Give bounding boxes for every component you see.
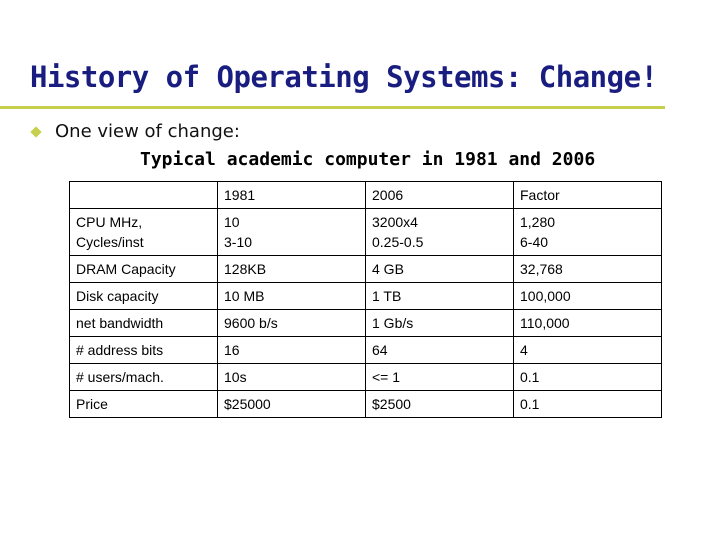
cell-factor: 100,000 xyxy=(513,282,662,310)
cell-text: 1 TB xyxy=(372,288,402,304)
row-label-cell: # address bits xyxy=(69,336,218,364)
cell-text: 1,280 xyxy=(520,214,556,230)
table-row: Price $25000 $2500 0.1 xyxy=(69,390,662,418)
cell-text: # users/mach. xyxy=(76,369,164,385)
cell-text: 10 MB xyxy=(224,288,265,304)
cell-factor: 32,768 xyxy=(513,255,662,283)
cell-text: 32,768 xyxy=(520,261,563,277)
cell-text: net bandwidth xyxy=(76,315,164,331)
table-caption: Typical academic computer in 1981 and 20… xyxy=(140,149,596,170)
cell-2006: <= 1 xyxy=(365,363,514,391)
cell-text: 16 xyxy=(224,342,240,358)
table-row: # address bits 16 64 4 xyxy=(69,336,662,364)
cell-1981: 128KB xyxy=(217,255,366,283)
header-cell-1981: 1981 xyxy=(217,181,366,209)
table-row: DRAM Capacity 128KB 4 GB 32,768 xyxy=(69,255,662,283)
header-cell-2006: 2006 xyxy=(365,181,514,209)
header-cell-empty xyxy=(69,181,218,209)
cell-text: Disk capacity xyxy=(76,288,159,304)
cell-factor: 1,280 6-40 xyxy=(513,208,662,256)
cell-text: 4 GB xyxy=(372,261,404,277)
cell-text: <= 1 xyxy=(372,369,401,385)
row-label-cell: Disk capacity xyxy=(69,282,218,310)
cell-text: 3200x4 xyxy=(372,214,418,230)
cell-text: 128KB xyxy=(224,261,267,277)
cell-factor: 110,000 xyxy=(513,309,662,337)
cell-text: 0.1 xyxy=(520,396,540,412)
table-header-row: 1981 2006 Factor xyxy=(69,181,662,209)
header-cell-factor: Factor xyxy=(513,181,662,209)
cell-text: $25000 xyxy=(224,396,271,412)
cell-factor: 0.1 xyxy=(513,390,662,418)
cell-text: # address bits xyxy=(76,342,164,358)
row-label-cell: CPU MHz, Cycles/inst xyxy=(69,208,218,256)
cell-text: 4 xyxy=(520,342,528,358)
cell-text: 6-40 xyxy=(520,234,549,250)
cell-text: Price xyxy=(76,396,108,412)
row-label-cell: DRAM Capacity xyxy=(69,255,218,283)
row-label-cell: net bandwidth xyxy=(69,309,218,337)
table-row: net bandwidth 9600 b/s 1 Gb/s 110,000 xyxy=(69,309,662,337)
cell-text: 110,000 xyxy=(520,315,570,331)
table-body: 1981 2006 Factor CPU MHz, Cycles/inst 10 3-… xyxy=(69,181,662,418)
row-label-cell: # users/mach. xyxy=(69,363,218,391)
cell-1981: 9600 b/s xyxy=(217,309,366,337)
cell-text: DRAM Capacity xyxy=(76,261,176,277)
cell-1981: 10 MB xyxy=(217,282,366,310)
cell-text: Cycles/inst xyxy=(76,234,144,250)
cell-text: 64 xyxy=(372,342,388,358)
cell-text: 10 xyxy=(224,214,240,230)
table-row: CPU MHz, Cycles/inst 10 3-10 3200x4 0.25-0.5 1… xyxy=(69,208,662,256)
cell-2006: 64 xyxy=(365,336,514,364)
bullet-item: One view of change: xyxy=(30,121,240,142)
cell-text: $2500 xyxy=(372,396,411,412)
cell-2006: $2500 xyxy=(365,390,514,418)
cell-2006: 1 TB xyxy=(365,282,514,310)
row-label-cell: Price xyxy=(69,390,218,418)
cell-text: 10s xyxy=(224,369,247,385)
cell-2006: 3200x4 0.25-0.5 xyxy=(365,208,514,256)
slide-title: History of Operating Systems: Change! xyxy=(30,60,658,94)
bullet-text: One view of change: xyxy=(55,121,240,142)
cell-2006: 1 Gb/s xyxy=(365,309,514,337)
cell-text: 100,000 xyxy=(520,288,571,304)
cell-text: 1 Gb/s xyxy=(372,315,414,331)
cell-text: 0.1 xyxy=(520,369,540,385)
cell-2006: 4 GB xyxy=(365,255,514,283)
table-row: Disk capacity 10 MB 1 TB 100,000 xyxy=(69,282,662,310)
diamond-bullet-icon xyxy=(30,125,42,138)
cell-text: 9600 b/s xyxy=(224,315,278,331)
title-divider xyxy=(0,106,665,109)
cell-1981: 10s xyxy=(217,363,366,391)
cell-text: 3-10 xyxy=(224,234,253,250)
cell-factor: 4 xyxy=(513,336,662,364)
cell-1981: $25000 xyxy=(217,390,366,418)
table-row: # users/mach. 10s <= 1 0.1 xyxy=(69,363,662,391)
cell-1981: 10 3-10 xyxy=(217,208,366,256)
cell-1981: 16 xyxy=(217,336,366,364)
comparison-table: 1981 2006 Factor CPU MHz, Cycles/inst 10 3-… xyxy=(69,181,662,418)
cell-text: 0.25-0.5 xyxy=(372,234,424,250)
cell-factor: 0.1 xyxy=(513,363,662,391)
cell-text: CPU MHz, xyxy=(76,214,143,230)
